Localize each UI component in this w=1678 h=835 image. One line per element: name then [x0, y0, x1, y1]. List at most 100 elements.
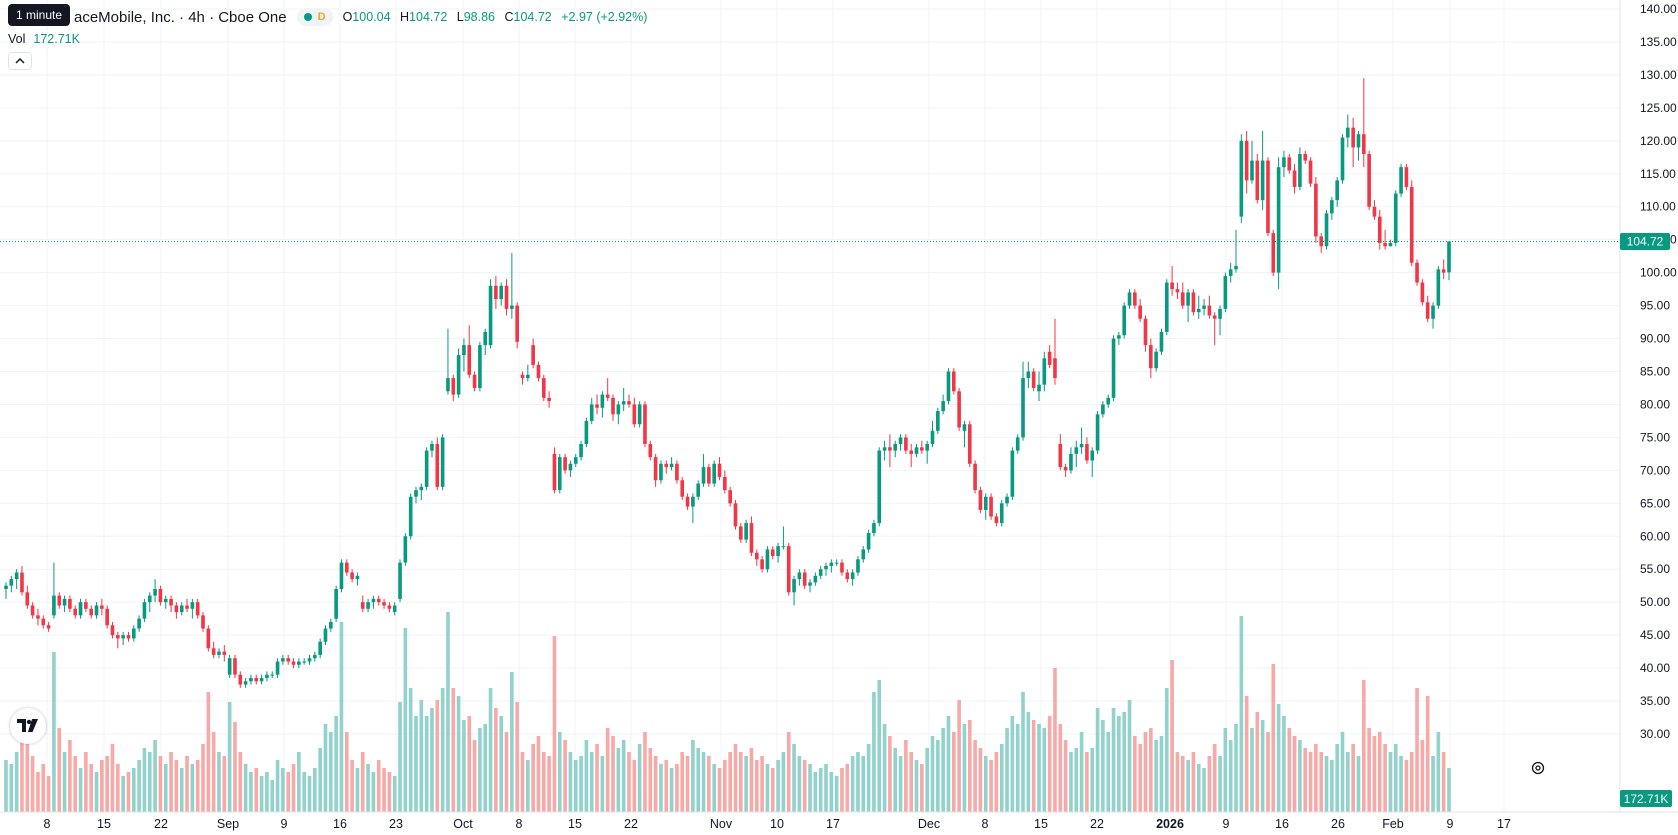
- volume-bar: [1372, 736, 1377, 812]
- volume-bar: [520, 752, 525, 812]
- market-status-pill[interactable]: D: [296, 8, 333, 26]
- volume-bar: [1361, 680, 1366, 812]
- volume-bar: [579, 756, 583, 812]
- candle-body: [813, 575, 818, 583]
- volume-tag: [1620, 790, 1672, 807]
- time-axis[interactable]: 8 15 22 Sep 9 16 23 Oct 8 15 22 Nov 10 17 Dec 8 15 22 2026…: [44, 817, 1511, 831]
- candle-body: [313, 654, 317, 659]
- price-tick-label: 90.00: [1640, 332, 1670, 346]
- tradingview-logo[interactable]: [10, 708, 46, 744]
- price-tick-label: 65.00: [1640, 496, 1670, 510]
- candle-body: [227, 658, 232, 675]
- candle-body: [611, 397, 615, 415]
- volume-bar: [302, 772, 306, 812]
- volume-bar: [786, 732, 791, 812]
- volume-bar: [1117, 716, 1121, 812]
- volume-bar: [408, 688, 413, 812]
- candle-body: [382, 602, 386, 606]
- candle-body: [329, 621, 333, 629]
- candle-body: [1420, 282, 1425, 303]
- candle-body: [408, 496, 413, 537]
- candle-body: [1170, 282, 1174, 290]
- candle-body: [89, 608, 94, 616]
- volume-bar: [116, 764, 120, 812]
- candle-body: [440, 437, 445, 487]
- open-label: O: [342, 10, 353, 24]
- volume-bar: [153, 740, 157, 812]
- volume-bar: [1047, 716, 1052, 812]
- time-tick-label: Sep: [217, 817, 239, 831]
- candle-body: [557, 457, 562, 491]
- candle-body: [1090, 450, 1095, 461]
- candle-body: [515, 305, 519, 342]
- candle-body: [414, 490, 418, 497]
- candle-body: [776, 546, 780, 557]
- volume-bar: [1367, 728, 1371, 812]
- candle-body: [153, 589, 157, 596]
- volume-label: Vol: [8, 32, 26, 46]
- candle-body: [131, 628, 136, 639]
- candle-body: [1228, 269, 1233, 276]
- volume-bar: [1276, 704, 1281, 812]
- volume-bar: [589, 752, 594, 812]
- volume-bar: [355, 768, 360, 812]
- volume-bar: [946, 716, 951, 812]
- candle-body: [765, 549, 770, 570]
- candle-body: [238, 674, 243, 685]
- candle-body: [1122, 305, 1126, 336]
- candle-body: [1175, 289, 1180, 293]
- candle-body: [691, 496, 695, 507]
- candle-body: [951, 371, 956, 392]
- price-axis[interactable]: 140.00 135.00 130.00 125.00 120.00 115.00 110.…: [1640, 2, 1677, 741]
- price-tick-label: 35.00: [1640, 694, 1670, 708]
- price-tick-label: 125.00: [1640, 101, 1677, 115]
- volume-bar: [1010, 716, 1015, 812]
- candle-body: [994, 516, 999, 524]
- candle-body: [57, 595, 62, 606]
- candle-body: [962, 424, 967, 431]
- candle-body: [1260, 160, 1265, 201]
- candle-body: [254, 677, 259, 682]
- volume-bar: [1218, 756, 1222, 812]
- chevron-up-icon: [15, 58, 25, 64]
- volume-bar: [1111, 708, 1116, 812]
- volume-bar: [1202, 768, 1206, 812]
- chart-settings-button[interactable]: [1528, 758, 1548, 778]
- collapse-legend-button[interactable]: [8, 52, 32, 70]
- volume-bar: [4, 760, 8, 812]
- candle-body: [723, 476, 727, 491]
- volume-bar: [1420, 740, 1425, 812]
- volume-bar: [712, 764, 716, 812]
- volume-bar: [951, 732, 956, 812]
- price-tick-label: 115.00: [1640, 167, 1676, 181]
- candle-body: [1149, 345, 1153, 369]
- time-tick-label: Dec: [918, 817, 940, 831]
- volume-bar: [504, 732, 509, 812]
- candle-body: [1436, 269, 1441, 306]
- volume-legend[interactable]: Vol 172.71K: [8, 32, 80, 46]
- candle-body: [733, 503, 738, 527]
- candle-body: [675, 463, 679, 481]
- volume-bar: [1191, 752, 1196, 812]
- candle-body: [1191, 292, 1196, 313]
- volume-bar: [1415, 688, 1419, 812]
- candle-body: [376, 598, 381, 603]
- volume-bar: [717, 768, 722, 812]
- volume-bar: [669, 768, 674, 812]
- candle-body: [1425, 302, 1430, 319]
- volume-bar: [371, 772, 376, 812]
- candle-body: [1127, 292, 1132, 306]
- candle-body: [206, 628, 211, 649]
- volume-bar: [398, 702, 402, 812]
- candle-body: [664, 463, 669, 468]
- price-tick-label: 120.00: [1640, 134, 1677, 148]
- price-tick-label: 40.00: [1640, 661, 1670, 675]
- candle-body: [781, 546, 786, 548]
- volume-bar: [536, 736, 541, 812]
- volume-bar: [1085, 752, 1089, 812]
- symbol-title[interactable]: aceMobile, Inc. · 4h · Cboe One: [74, 8, 287, 26]
- volume-bar: [1186, 760, 1190, 812]
- candle-body: [121, 635, 125, 639]
- candle-body: [999, 503, 1004, 524]
